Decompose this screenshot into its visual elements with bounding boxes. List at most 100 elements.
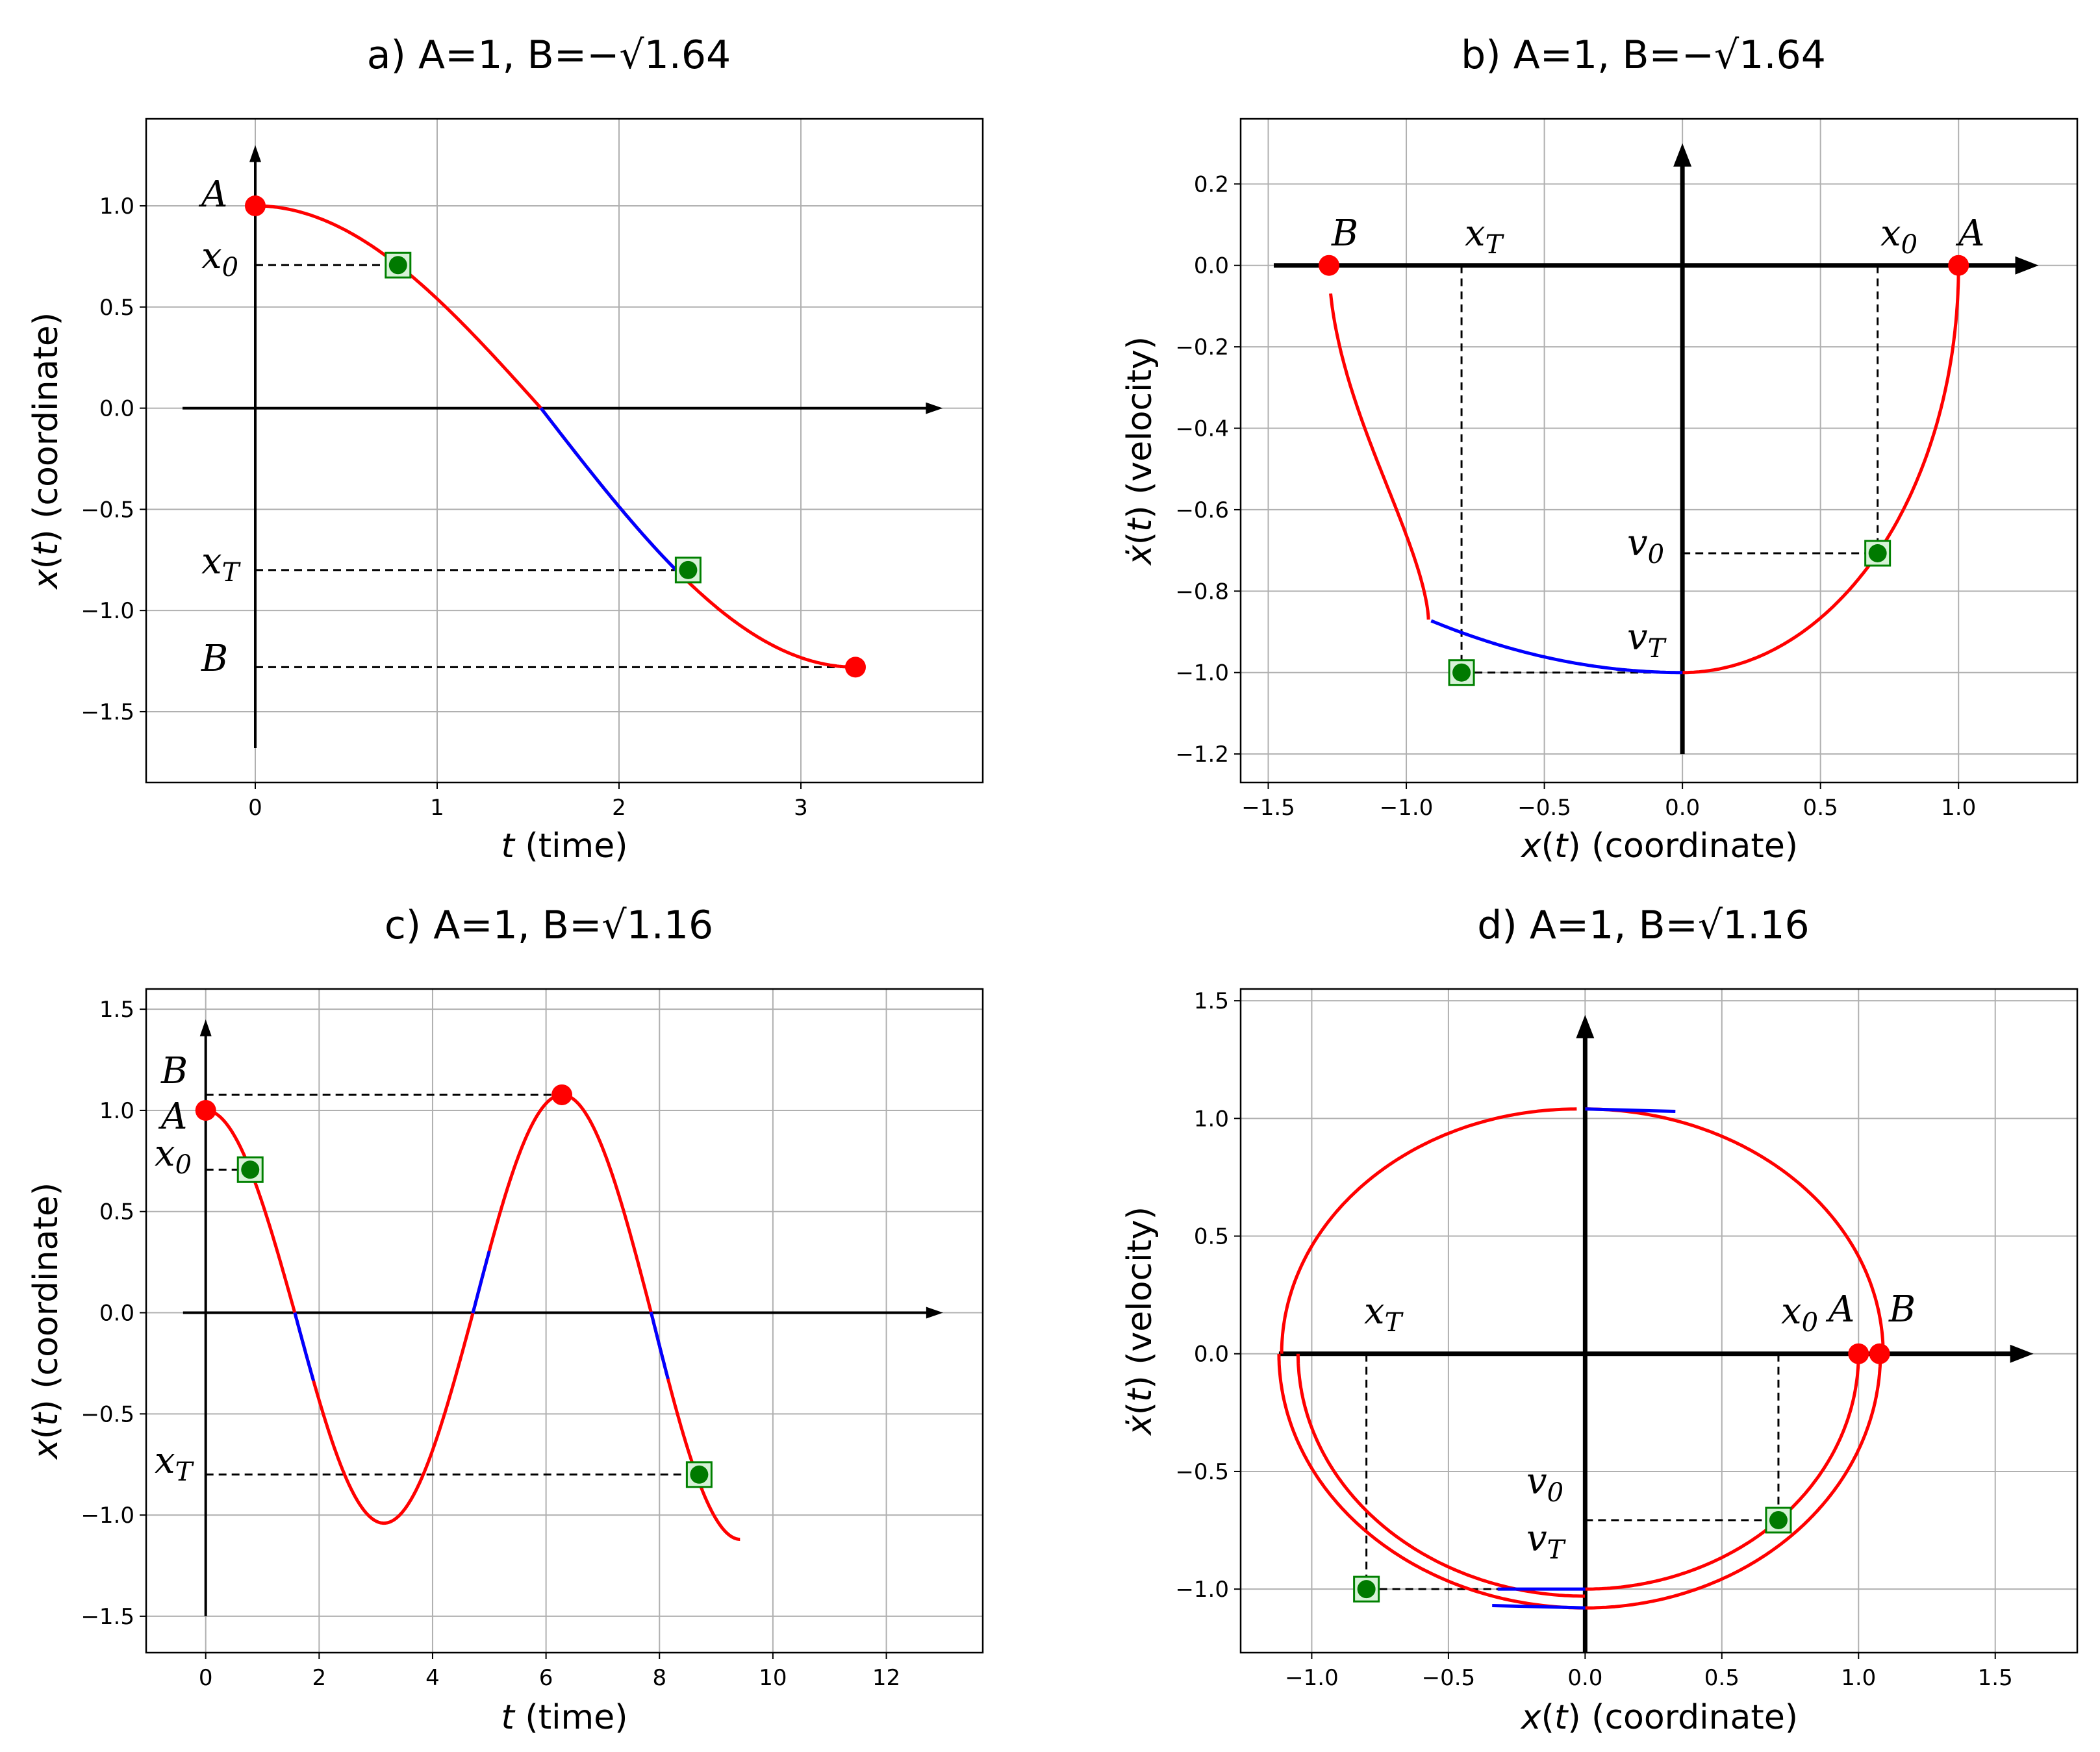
tick-label-y: −0.2: [1175, 334, 1229, 360]
tick-label-y: 0.0: [99, 396, 134, 422]
point-x0,v0: [1769, 1510, 1788, 1529]
tick-labels-d: −1.0 −0.5 0.0 0.5 1.0 1.5 −1.0 −0.5 0.0 0.5 1.0 1.5: [1175, 988, 2012, 1691]
point-B: [551, 1084, 573, 1105]
label-xT-c: xT: [155, 1440, 195, 1487]
curves-a: [255, 204, 855, 669]
tick-label-x: −0.5: [1422, 1665, 1476, 1691]
tick-label-y: 0.0: [1194, 1342, 1229, 1368]
axis-arrows-c: [183, 1019, 943, 1616]
ylabel-d: ẋ(t) (velocity): [1120, 1207, 1159, 1436]
points-b: [1319, 255, 1969, 686]
point-A: [245, 195, 266, 216]
xlabel-b: x(t) (coordinate): [1520, 827, 1798, 866]
tick-label-x: 2: [312, 1665, 327, 1691]
guide-lines-b: [1460, 265, 1879, 674]
label-A-d: A: [1825, 1288, 1854, 1331]
point-x0,v0: [1868, 544, 1887, 563]
point-B: [1319, 255, 1340, 276]
x-arrowhead: [926, 402, 943, 414]
series-outer-upper-right: [1585, 1107, 1885, 1354]
tick-label-y: 0.5: [99, 1199, 134, 1225]
tick-label-y: 0.5: [99, 295, 134, 321]
label-v0-d: v0: [1526, 1460, 1563, 1508]
tick-label-y: −0.5: [81, 1401, 134, 1427]
tick-label-x: 0.0: [1665, 795, 1700, 821]
point-x0: [241, 1160, 260, 1179]
ylabel-c: x(t) (coordinate): [27, 1183, 66, 1460]
tick-label-x: 1: [430, 795, 444, 821]
label-B-c: B: [160, 1050, 188, 1092]
label-A-a: A: [198, 173, 227, 216]
tick-label-x: 0: [248, 795, 262, 821]
y-arrowhead: [1576, 1014, 1595, 1038]
point-B: [845, 657, 866, 678]
tick-label-y: 0.5: [1194, 1224, 1229, 1250]
tick-label-x: 8: [652, 1665, 666, 1691]
tick-label-y: −1.0: [81, 598, 134, 624]
panel-c: c) A=1, B=√1.16 0 2 4 6 8 10 12 −1.5 −1.0 −0.5 0.0…: [27, 903, 984, 1737]
point-xT: [1452, 663, 1471, 682]
tick-label-x: 12: [872, 1665, 900, 1691]
x-arrowhead: [926, 1307, 943, 1319]
tick-label-y: −0.5: [1175, 1459, 1229, 1485]
label-x0-b: x0: [1880, 212, 1917, 260]
tick-label-y: 0.0: [99, 1301, 134, 1327]
axis-arrows-a: [183, 145, 943, 749]
curves-b: [1329, 265, 1960, 675]
tick-label-y: 1.0: [99, 194, 134, 219]
tick-label-y: 1.5: [1194, 988, 1229, 1014]
label-v0-b: v0: [1627, 522, 1664, 569]
tick-label-x: 10: [759, 1665, 787, 1691]
point-x0: [388, 256, 407, 275]
axis-arrows-d: [1278, 1014, 2034, 1653]
point-A: [195, 1099, 216, 1121]
point-xT: [679, 560, 698, 579]
plot-frame-c: [145, 988, 984, 1654]
label-A-c: A: [158, 1095, 187, 1138]
series-highlighted: [539, 407, 690, 583]
ylabel-b: ẋ(t) (velocity): [1120, 336, 1159, 566]
series-highlighted: [649, 1311, 670, 1379]
series-blue-top: [1585, 1107, 1676, 1113]
points-a: [245, 195, 866, 678]
tick-label-x: 1.5: [1978, 1665, 2013, 1691]
tick-label-x: 0.5: [1803, 795, 1838, 821]
series-phase-left: [1329, 293, 1430, 620]
label-x0-c: x0: [155, 1133, 192, 1180]
tick-labels-c: 0 2 4 6 8 10 12 −1.5 −1.0 −0.5 0.0 0.5 1.0 1.5: [81, 997, 900, 1691]
tick-label-x: 6: [539, 1665, 553, 1691]
ylabel-a: x(t) (coordinate): [27, 312, 66, 590]
xlabel-d: x(t) (coordinate): [1520, 1698, 1798, 1737]
tick-label-x: 3: [794, 795, 808, 821]
tick-label-y: 1.0: [99, 1098, 134, 1124]
label-B-d: B: [1888, 1288, 1916, 1331]
tick-label-y: 0.0: [1194, 253, 1229, 279]
point-xT: [1357, 1580, 1376, 1599]
y-arrowhead: [1673, 143, 1692, 167]
panel-d: d) A=1, B=√1.16 −1.0 −0.5 0.0 0.5 1.0 1.5−1.0…: [1120, 903, 2079, 1737]
label-xT-b: xT: [1465, 212, 1505, 260]
label-A-b: A: [1955, 212, 1984, 255]
y-arrowhead: [249, 145, 261, 162]
tick-labels-b: −1.5 −1.0 −0.5 0.0 0.5 1.0 −1.2 −1.0 −0.8 −0.6 −0.…: [1175, 171, 1976, 821]
point-A: [1848, 1343, 1869, 1364]
title-c: c) A=1, B=√1.16: [385, 903, 713, 948]
tick-label-x: 1.0: [1941, 795, 1976, 821]
label-xT-a: xT: [201, 540, 242, 588]
label-xT-d: xT: [1364, 1290, 1404, 1338]
label-vT-b: vT: [1627, 616, 1667, 664]
series-outer-lower-left: [1277, 1353, 1586, 1610]
tick-labels-a: 0 1 2 3 −1.5 −1.0 −0.5 0.0 0.5 1.0: [81, 194, 807, 821]
label-B-a: B: [201, 638, 228, 680]
tick-label-y: −0.8: [1175, 579, 1229, 605]
tick-label-x: −1.5: [1241, 795, 1295, 821]
label-x0-a: x0: [201, 235, 238, 282]
tick-label-x: 0: [199, 1665, 213, 1691]
tick-label-y: −0.6: [1175, 497, 1229, 523]
tick-label-y: −1.0: [81, 1503, 134, 1529]
panel-b: b) A=1, B=−√1.64 −1.5 −1.0 −0.5 0.0 0.5 1.0−1…: [1120, 32, 2079, 866]
point-B: [1869, 1343, 1890, 1364]
tick-label-x: −1.0: [1285, 1665, 1339, 1691]
label-x0-d: x0: [1781, 1290, 1818, 1338]
